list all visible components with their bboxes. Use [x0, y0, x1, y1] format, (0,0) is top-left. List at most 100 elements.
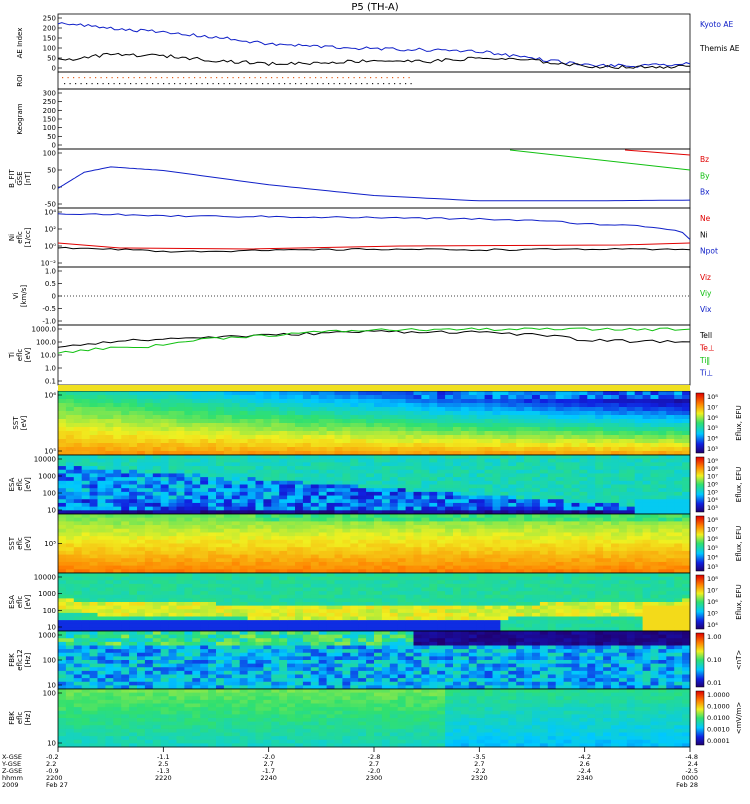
esa1-cell [358, 477, 366, 481]
sst1-cell [398, 447, 406, 451]
esa1-cell [224, 477, 232, 481]
sst2-colorbar-tick: 10⁵ [707, 544, 718, 552]
esa2-cell [263, 617, 271, 621]
sst1-cell [335, 447, 343, 451]
sst1-cell [493, 443, 501, 447]
sst1-ylabel: [eV] [20, 415, 28, 430]
sst2-cell [674, 525, 682, 529]
sst1-cell [358, 399, 366, 403]
esa2-cell [437, 620, 445, 624]
esa1-cell [58, 503, 66, 507]
sst2-cell [224, 514, 232, 518]
sst1-cell [682, 431, 690, 435]
esa1-cell [303, 470, 311, 474]
esa2-cell [121, 573, 129, 577]
sst1-cell [564, 443, 572, 447]
esa2-cell [177, 580, 185, 584]
esa2-cell [445, 577, 453, 581]
sst1-cell [572, 447, 580, 451]
esa1-cell [200, 459, 208, 463]
sst1-cell [572, 419, 580, 423]
sst2-cell [674, 566, 682, 570]
sst2-cell [651, 558, 659, 562]
esa1-cell [540, 481, 548, 485]
esa2-cell [445, 598, 453, 602]
esa1-cell [485, 462, 493, 466]
sst1-cell [82, 419, 90, 423]
esa1-cell [485, 492, 493, 496]
sst1-cell [572, 399, 580, 403]
esa1-cell [643, 459, 651, 463]
esa1-cell [390, 499, 398, 503]
esa1-cell [627, 455, 635, 459]
sst1-cell [595, 431, 603, 435]
sst1-cell [643, 395, 651, 399]
sst1-cell [374, 439, 382, 443]
esa1-cell [374, 455, 382, 459]
sst1-cell [572, 411, 580, 415]
sst1-cell [437, 407, 445, 411]
esa2-cell [248, 606, 256, 610]
esa2-cell [287, 591, 295, 595]
esa2-cell [58, 598, 66, 602]
sst2-cell [256, 562, 264, 566]
sst1-cell [224, 447, 232, 451]
sst1-cell [524, 395, 532, 399]
sst1-cell [208, 411, 216, 415]
sst1-spectrogram [58, 391, 690, 455]
sst1-cell [477, 399, 485, 403]
esa1-cell [327, 477, 335, 481]
sst1-cell [603, 443, 611, 447]
esa2-cell [516, 580, 524, 584]
sst1-cell [358, 407, 366, 411]
sst2-cell [145, 562, 153, 566]
esa1-cell [200, 466, 208, 470]
sst2-cell [295, 558, 303, 562]
esa1-cell [572, 485, 580, 489]
esa1-cell [295, 477, 303, 481]
sst2-cell [200, 558, 208, 562]
esa1-cell [224, 462, 232, 466]
sst1-cell [319, 415, 327, 419]
esa1-cell [548, 466, 556, 470]
esa1-cell [295, 462, 303, 466]
sst2-cell [177, 551, 185, 555]
sst1-cell [516, 415, 524, 419]
sst1-cell [145, 431, 153, 435]
esa2-cell [382, 573, 390, 577]
esa2-cell [303, 577, 311, 581]
esa1-cell [287, 455, 295, 459]
sst2-cell [98, 529, 106, 533]
esa1-cell [611, 470, 619, 474]
sst1-cell [390, 435, 398, 439]
sst1-cell [90, 447, 98, 451]
sst2-cell [224, 529, 232, 533]
esa1-cell [508, 470, 516, 474]
sst1-cell [572, 407, 580, 411]
vi-ylabel: Vi [12, 293, 20, 300]
sst2-cell [579, 525, 587, 529]
esa2-cell [421, 577, 429, 581]
esa2-cell [129, 598, 137, 602]
esa2-cell [184, 584, 192, 588]
sst2-colorbar-label: Eflux, EFU [735, 526, 743, 561]
sst1-cell [548, 447, 556, 451]
esa1-cell [295, 499, 303, 503]
sst1-cell [153, 427, 161, 431]
esa1-cell [453, 462, 461, 466]
esa2-cell [192, 573, 200, 577]
sst1-cell [342, 431, 350, 435]
sst1-cell [224, 439, 232, 443]
sst1-cell [532, 447, 540, 451]
sst1-cell [137, 391, 145, 395]
esa1-cell [248, 455, 256, 459]
sst1-cell [445, 399, 453, 403]
esa1-cell [271, 470, 279, 474]
esa1-cell [335, 488, 343, 492]
esa1-cell [145, 455, 153, 459]
esa2-cell [287, 595, 295, 599]
esa2-cell [200, 602, 208, 606]
esa1-cell [666, 473, 674, 477]
sst1-cell [485, 391, 493, 395]
sst1-cell [232, 439, 240, 443]
